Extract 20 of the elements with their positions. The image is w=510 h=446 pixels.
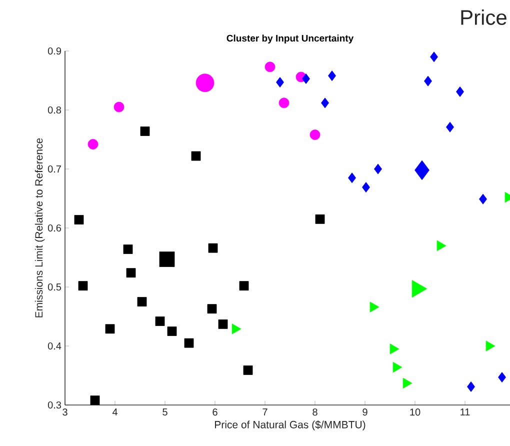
text: Price: [461, 10, 506, 25]
x-tick-label: 11: [460, 408, 470, 416]
x-tick-label: 3: [62, 408, 68, 416]
y-tick-label: 0.6: [48, 224, 62, 232]
chart-title: Cluster by Input Uncertainty: [226, 34, 354, 44]
y-tick-label: 0.3: [48, 401, 62, 409]
x-tick-label: 4: [112, 408, 118, 416]
y-tick-label: 0.5: [48, 283, 62, 291]
x-tick-label: 6: [212, 408, 218, 416]
y-tick-label: 0.7: [48, 165, 61, 173]
y-tick-label: 0.4: [48, 342, 62, 350]
x-tick-label: 9: [362, 408, 368, 416]
x-tick-label: 8: [312, 408, 318, 416]
x-tick-label: 5: [162, 408, 168, 416]
y-tick-label: 0.8: [48, 106, 62, 114]
x-tick-label: 7: [262, 408, 268, 416]
y-axis-title: Emissions Limit (Relative to Reference: [34, 138, 45, 318]
y-tick-label: 0.9: [48, 47, 62, 55]
x-axis-title: Price of Natural Gas ($/MMBTU): [215, 420, 366, 430]
x-tick-label: 10: [410, 408, 420, 416]
